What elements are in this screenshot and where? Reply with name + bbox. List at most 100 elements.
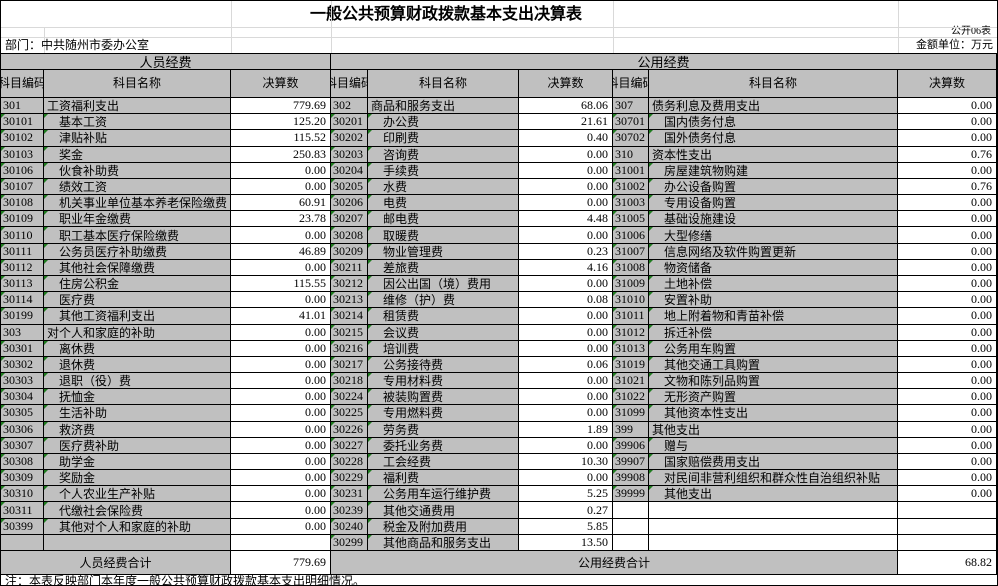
cell-name[interactable]: 无形资产购置 <box>649 389 898 406</box>
cell-name[interactable]: 津贴补贴 <box>44 130 231 147</box>
cell-value[interactable]: 0.06 <box>519 356 613 374</box>
cell-name[interactable]: 其他商品和服务支出 <box>368 534 519 551</box>
cell-value[interactable]: 0.00 <box>519 373 613 390</box>
cell-code[interactable]: 301 <box>1 98 44 115</box>
cell-value[interactable] <box>898 502 997 519</box>
cell-name[interactable]: 手续费 <box>368 162 519 179</box>
cell-value[interactable]: 0.00 <box>898 308 997 325</box>
cell-code[interactable]: 30299 <box>331 534 368 551</box>
cell-code[interactable]: 30207 <box>331 211 368 228</box>
cell-value[interactable]: 0.00 <box>231 437 331 454</box>
cell-code[interactable]: 30114 <box>1 292 44 309</box>
cell-code[interactable]: 31099 <box>613 405 649 422</box>
cell-code[interactable]: 39907 <box>613 453 649 471</box>
cell-value[interactable] <box>898 518 997 535</box>
cell-name[interactable]: 被装购置费 <box>368 389 519 406</box>
cell-name[interactable]: 退职（役）费 <box>44 373 231 390</box>
cell-code[interactable]: 30701 <box>613 114 649 131</box>
cell-value[interactable]: 23.78 <box>231 211 331 228</box>
cell-code[interactable]: 31001 <box>613 162 649 179</box>
cell-value[interactable]: 0.27 <box>519 502 613 519</box>
cell-code[interactable]: 30209 <box>331 243 368 260</box>
cell-name[interactable]: 职业年金缴费 <box>44 211 231 228</box>
cell-name[interactable]: 对民间非营利组织和群众性自治组织补贴 <box>649 470 898 487</box>
cell-code[interactable]: 30111 <box>1 243 44 260</box>
cell-value[interactable]: 0.00 <box>898 98 997 115</box>
cell-code[interactable]: 30311 <box>1 502 44 519</box>
cell-value[interactable]: 0.00 <box>898 437 997 454</box>
cell-name[interactable]: 住房公积金 <box>44 275 231 293</box>
cell-name[interactable]: 公务接待费 <box>368 356 519 374</box>
cell-code[interactable]: 30305 <box>1 405 44 422</box>
cell-name[interactable]: 电费 <box>368 195 519 212</box>
cell-value[interactable]: 0.00 <box>898 486 997 503</box>
cell-code[interactable]: 30206 <box>331 195 368 212</box>
cell-value[interactable]: 0.00 <box>519 308 613 325</box>
personnel-total-label[interactable]: 人员经费合计 <box>1 551 231 575</box>
cell-value[interactable]: 0.00 <box>898 275 997 293</box>
cell-code[interactable]: 30109 <box>1 211 44 228</box>
cell-value[interactable]: 0.00 <box>898 470 997 487</box>
cell-value[interactable]: 10.30 <box>519 453 613 471</box>
cell-value[interactable]: 0.00 <box>231 340 331 357</box>
col-header-value[interactable]: 决算数 <box>231 70 331 98</box>
col-header-code[interactable]: 科目编码 <box>331 70 368 98</box>
cell-value[interactable]: 0.00 <box>898 405 997 422</box>
cell-name[interactable]: 其他工资福利支出 <box>44 308 231 325</box>
cell-code[interactable]: 30231 <box>331 486 368 503</box>
cell-name[interactable]: 离休费 <box>44 340 231 357</box>
cell-name[interactable]: 基础设施建设 <box>649 211 898 228</box>
cell-value[interactable]: 0.00 <box>231 502 331 519</box>
cell-code[interactable]: 39906 <box>613 437 649 454</box>
cell-code[interactable]: 30107 <box>1 178 44 196</box>
cell-value[interactable]: 250.83 <box>231 146 331 163</box>
cell-code[interactable]: 30216 <box>331 340 368 357</box>
cell-value[interactable]: 0.00 <box>519 340 613 357</box>
cell-name[interactable]: 其他交通费用 <box>368 502 519 519</box>
cell-value[interactable]: 0.00 <box>519 470 613 487</box>
cell-value[interactable]: 0.00 <box>519 227 613 244</box>
cell-code[interactable] <box>613 502 649 519</box>
cell-name[interactable]: 绩效工资 <box>44 178 231 196</box>
col-header-name[interactable]: 科目名称 <box>44 70 231 98</box>
cell-value[interactable]: 13.50 <box>519 534 613 551</box>
cell-name[interactable]: 公务用车运行维护费 <box>368 486 519 503</box>
cell-code[interactable]: 30108 <box>1 195 44 212</box>
cell-code[interactable]: 31022 <box>613 389 649 406</box>
cell-value[interactable]: 0.00 <box>898 373 997 390</box>
cell-value[interactable]: 0.00 <box>898 195 997 212</box>
col-header-code[interactable]: 科目编码 <box>1 70 44 98</box>
cell-value[interactable]: 0.00 <box>898 259 997 276</box>
cell-value[interactable]: 0.00 <box>519 275 613 293</box>
cell-code[interactable]: 30304 <box>1 389 44 406</box>
cell-name[interactable]: 基本工资 <box>44 114 231 131</box>
cell-value[interactable]: 4.48 <box>519 211 613 228</box>
cell-code[interactable]: 30101 <box>1 114 44 131</box>
cell-value[interactable]: 0.00 <box>898 227 997 244</box>
cell-value[interactable]: 0.00 <box>898 356 997 374</box>
cell-name[interactable]: 国外债务付息 <box>649 130 898 147</box>
cell-name[interactable]: 救济费 <box>44 421 231 438</box>
cell-value[interactable]: 0.00 <box>898 292 997 309</box>
cell-code[interactable] <box>613 518 649 535</box>
cell-value[interactable]: 115.52 <box>231 130 331 147</box>
cell-value[interactable]: 21.61 <box>519 114 613 131</box>
cell-name[interactable]: 其他支出 <box>649 421 898 438</box>
band-header-personnel[interactable]: 人员经费 <box>1 54 331 70</box>
cell-value[interactable]: 0.00 <box>519 178 613 196</box>
cell-code[interactable]: 30217 <box>331 356 368 374</box>
col-header-name[interactable]: 科目名称 <box>368 70 519 98</box>
cell-value[interactable]: 46.89 <box>231 243 331 260</box>
cell-code[interactable] <box>613 534 649 551</box>
cell-name[interactable]: 差旅费 <box>368 259 519 276</box>
cell-code[interactable]: 30225 <box>331 405 368 422</box>
cell-value[interactable]: 68.06 <box>519 98 613 115</box>
cell-name[interactable]: 对个人和家庭的补助 <box>44 324 231 341</box>
cell-code[interactable]: 30103 <box>1 146 44 163</box>
cell-name[interactable]: 办公设备购置 <box>649 178 898 196</box>
cell-value[interactable]: 0.08 <box>519 292 613 309</box>
cell-code[interactable]: 30205 <box>331 178 368 196</box>
cell-name[interactable]: 公务员医疗补助缴费 <box>44 243 231 260</box>
cell-code[interactable]: 30240 <box>331 518 368 535</box>
cell-name[interactable]: 退休费 <box>44 356 231 374</box>
